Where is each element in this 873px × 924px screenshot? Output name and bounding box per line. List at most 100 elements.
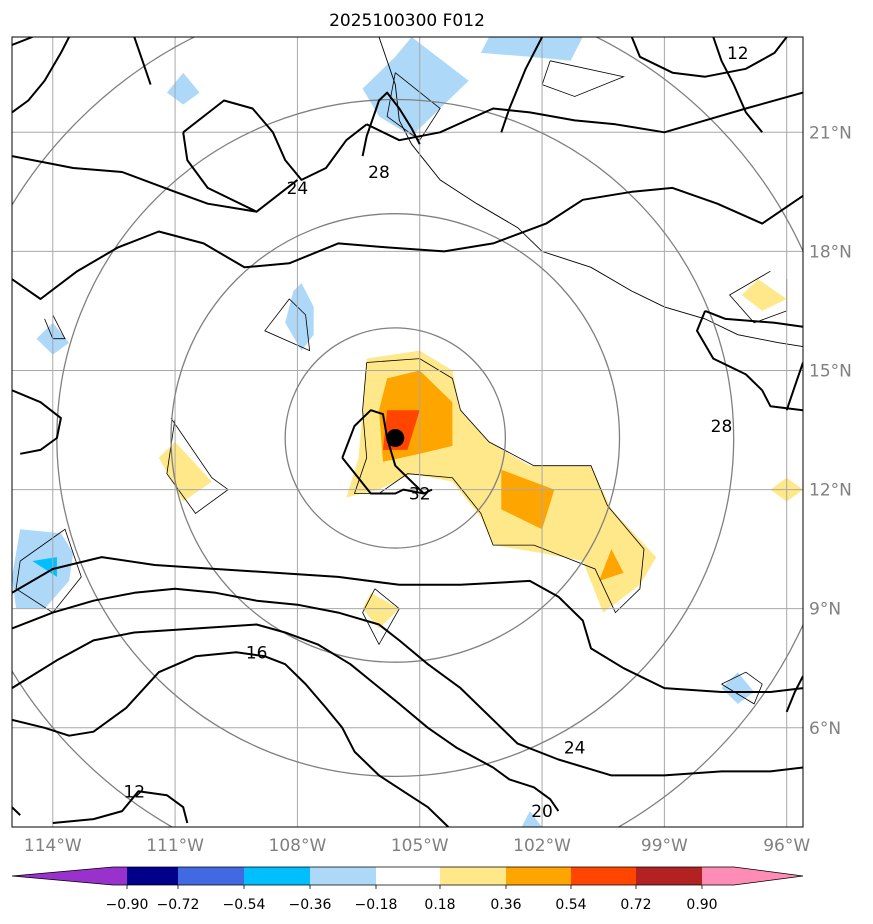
colorbar-tick-label-6: 0.36: [490, 897, 521, 913]
lon-tick-label-1: 111°W: [146, 836, 204, 856]
thick-contour-15: [785, 362, 803, 411]
contour-label-6: 24: [564, 739, 586, 759]
colorbar-tick-label-2: −0.54: [223, 897, 266, 913]
thick-contour-6: [12, 155, 257, 213]
latitude-labels: 6°N 9°N 12°N 15°N 18°N 21°N: [809, 123, 852, 738]
thin-contour-4: [15, 528, 82, 614]
thick-contour-17: [341, 409, 425, 495]
lat-tick-label-3: 15°N: [809, 361, 852, 381]
shaded-region-7: [741, 279, 787, 311]
shaded-region-16: [721, 672, 755, 704]
thick-contour-9: [500, 37, 543, 133]
contour-label-3: 28: [711, 417, 733, 437]
thin-contour-1: [166, 417, 229, 514]
thick-contour-2: [12, 37, 33, 46]
lon-tick-label-0: 114°W: [24, 836, 82, 856]
colorbar-bin-0: [113, 867, 127, 885]
shaded-region-17: [521, 811, 543, 827]
range-ring-0: [284, 327, 507, 549]
colorbar-bin-8: [571, 867, 636, 885]
contour-label-8: 20: [531, 802, 553, 822]
contour-label-7: 12: [123, 782, 145, 802]
contour-label-4: 32: [409, 485, 431, 505]
shaded-region-9: [362, 37, 469, 137]
thick-contour-11: [712, 37, 763, 133]
thin-contour-7: [44, 314, 66, 340]
shaded-region-14: [12, 529, 74, 609]
shaded-region-10: [480, 37, 583, 61]
thick-contour-12: [12, 389, 62, 455]
lat-tick-label-2: 12°N: [809, 481, 852, 501]
lon-tick-label-2: 108°W: [269, 836, 327, 856]
thick-contour-4: [182, 132, 299, 213]
thick-contour-5: [12, 186, 803, 300]
contour-label-0: 12: [727, 44, 749, 64]
contour-label-1: 28: [368, 163, 390, 183]
range-ring-1: [170, 213, 621, 663]
lat-tick-label-0: 6°N: [809, 719, 841, 739]
contour-label-2: 24: [287, 179, 309, 199]
lon-tick-label-4: 102°W: [513, 836, 571, 856]
thick-contour-19: [12, 587, 803, 777]
colorbar-tick-label-4: −0.18: [355, 897, 398, 913]
thick-contour-layer: [12, 37, 803, 827]
shaded-region-15: [32, 557, 57, 577]
colorbar-tick-label-0: −0.90: [106, 897, 149, 913]
lon-tick-label-3: 105°W: [391, 836, 449, 856]
thin-contour-6: [721, 671, 763, 705]
colorbar-bin-last: [702, 867, 734, 885]
shaded-region-2: [501, 469, 555, 530]
colorbar-bin-1: [127, 867, 178, 885]
colorbar: −0.90 −0.72 −0.54 −0.36 −0.18 0.18 0.36 0.54 0.7…: [11, 866, 804, 913]
thick-contour-21: [12, 651, 449, 827]
shaded-region-4: [599, 549, 624, 581]
map-frame: [11, 36, 804, 828]
thick-contour-10: [630, 37, 788, 78]
storm-center-marker: [386, 428, 405, 447]
colorbar-outline: [11, 866, 804, 886]
contour-label-5: 16: [246, 643, 268, 663]
colorbar-tick-label-8: 0.72: [620, 897, 651, 913]
storm-center-layer: [386, 428, 405, 447]
thick-contour-16: [341, 457, 433, 495]
colorbar-bin-3: [244, 867, 310, 885]
thin-contour-9: [541, 60, 625, 97]
lat-tick-label-5: 21°N: [809, 123, 852, 143]
shaded-region-12: [285, 283, 314, 351]
colorbar-bin-2: [178, 867, 244, 885]
thin-contour-0: [353, 358, 645, 614]
thick-contour-3: [182, 99, 368, 181]
colorbar-extend-high: [734, 867, 803, 885]
colorbar-tick-label-9: 0.90: [686, 897, 717, 913]
shaded-region-6: [362, 592, 400, 629]
colorbar-bin-5: [376, 867, 440, 885]
thick-contour-1: [133, 37, 152, 85]
thick-contour-7: [366, 91, 803, 142]
thick-contour-13: [696, 310, 803, 412]
lon-tick-label-5: 99°W: [641, 836, 688, 856]
thick-contour-20: [12, 623, 560, 812]
colorbar-bin-7: [506, 867, 571, 885]
colorbar-bin-6: [440, 867, 506, 885]
thick-contour-22: [52, 790, 189, 824]
thick-contour-8: [361, 91, 421, 157]
thick-contour-24: [785, 675, 803, 713]
colorbar-tick-label-1: −0.72: [157, 897, 200, 913]
lon-tick-label-6: 96°W: [763, 836, 810, 856]
longitude-labels: 114°W 111°W 108°W 105°W 102°W 99°W 96°W: [24, 836, 810, 856]
lat-tick-label-4: 18°N: [809, 242, 852, 262]
thick-contour-18: [12, 556, 803, 693]
colorbar-tick-label-7: 0.54: [555, 897, 586, 913]
colorbar-tick-label-5: 0.18: [424, 897, 455, 913]
thick-contour-0: [12, 37, 70, 114]
colorbar-bin-4: [310, 867, 376, 885]
thin-contour-2: [362, 588, 400, 646]
colorbar-extend-low: [12, 867, 114, 885]
colorbar-bin-9: [636, 867, 702, 885]
thick-contour-14: [704, 309, 803, 328]
contour-label-layer: 12 28 24 28 32 16 24 12 20: [123, 44, 749, 822]
colorbar-tick-label-3: −0.36: [289, 897, 332, 913]
lat-tick-label-1: 9°N: [809, 600, 841, 620]
chart-title: 2025100300 F012: [329, 11, 485, 31]
